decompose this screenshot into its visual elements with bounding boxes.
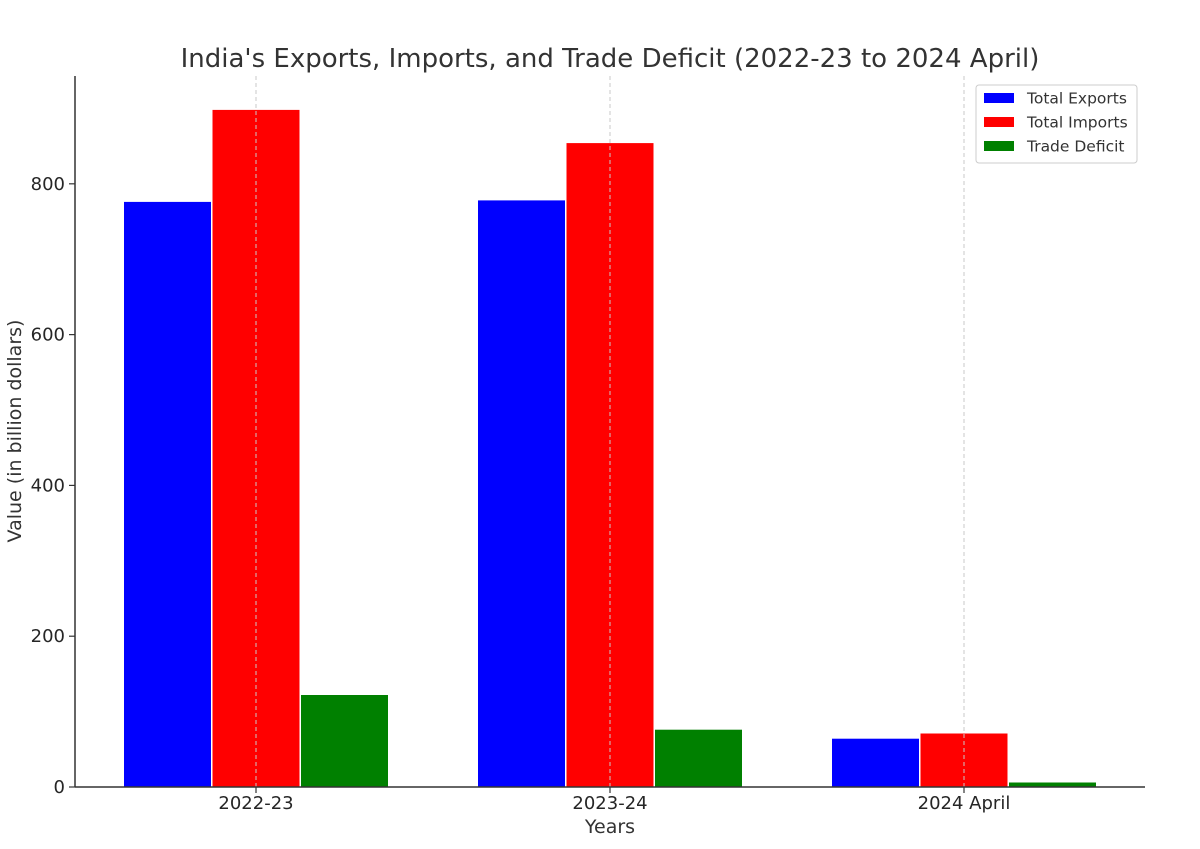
x-axis-label: Years bbox=[584, 816, 635, 838]
y-tick-label: 200 bbox=[31, 626, 65, 647]
y-tick-label: 600 bbox=[31, 325, 65, 346]
x-ticks: 2022-23 2023-24 2024 April bbox=[218, 787, 1010, 814]
legend-label-total-imports: Total Imports bbox=[1026, 114, 1128, 132]
legend-label-total-exports: Total Exports bbox=[1026, 90, 1127, 108]
legend: Total Exports Total Imports Trade Deficit bbox=[975, 84, 1138, 164]
bar-trade-deficit-2022-23 bbox=[301, 695, 388, 787]
bar-trade-deficit-2024-april bbox=[1009, 782, 1096, 787]
y-tick-label: 400 bbox=[31, 475, 65, 496]
chart-title: India's Exports, Imports, and Trade Defi… bbox=[181, 44, 1040, 74]
legend-swatch-trade-deficit bbox=[984, 141, 1014, 151]
bar-total-exports-2022-23 bbox=[124, 201, 211, 787]
x-tick-label: 2023-24 bbox=[572, 793, 647, 814]
bar-total-exports-2023-24 bbox=[478, 200, 565, 787]
x-tick-label: 2022-23 bbox=[218, 793, 293, 814]
legend-swatch-total-exports bbox=[984, 93, 1014, 103]
legend-swatch-total-imports bbox=[984, 117, 1014, 127]
legend-box bbox=[975, 84, 1138, 164]
y-tick-label: 0 bbox=[54, 777, 65, 798]
x-tick-label: 2024 April bbox=[918, 793, 1011, 814]
axes bbox=[74, 76, 1145, 788]
bar-trade-deficit-2023-24 bbox=[655, 729, 742, 787]
y-tick-label: 800 bbox=[31, 174, 65, 195]
y-ticks: 0 200 400 600 800 bbox=[31, 174, 75, 798]
bar-total-exports-2024-april bbox=[832, 738, 919, 787]
legend-label-trade-deficit: Trade Deficit bbox=[1026, 138, 1125, 156]
y-axis-label: Value (in billion dollars) bbox=[4, 320, 26, 543]
